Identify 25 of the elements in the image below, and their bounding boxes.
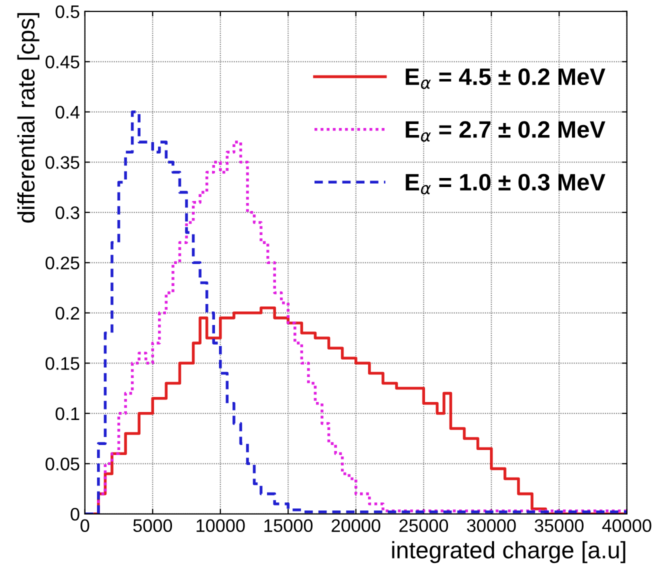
- x-tick-label: 15000: [264, 519, 313, 532]
- x-tick-label: 0: [80, 519, 90, 532]
- y-tick-label: 0.05: [46, 458, 80, 470]
- x-tick-label: 25000: [399, 519, 448, 532]
- y-tick-label: 0: [70, 508, 80, 521]
- y-tick-label: 0.1: [56, 407, 80, 420]
- legend-label: E$_{α}$ = 4.5 ± 0.2 MeV: [406, 68, 606, 89]
- y-tick-label: 0.35: [46, 156, 80, 169]
- x-tick-label: 20000: [332, 519, 380, 532]
- y-tick-label: 0.3: [56, 206, 80, 220]
- x-axis-title: integrated charge [a.u]: [392, 541, 626, 564]
- legend-label: E$_{α}$ = 1.0 ± 0.3 MeV: [406, 174, 606, 194]
- y-tick-label: 0.15: [46, 357, 80, 370]
- y-axis-title: differential rate [cps]: [17, 13, 40, 223]
- y-tick-label: 0.4: [56, 106, 80, 119]
- y-tick-label: 0.2: [56, 306, 80, 320]
- x-tick-label: 5000: [133, 519, 172, 532]
- x-tick-label: 10000: [196, 519, 245, 532]
- legend-label: E$_{α}$ = 2.7 ± 0.2 MeV: [406, 121, 606, 142]
- y-tick-label: 0.45: [46, 56, 80, 68]
- x-tick-label: 40000: [602, 519, 652, 532]
- x-tick-label: 30000: [466, 519, 516, 532]
- y-tick-label: 0.5: [56, 5, 80, 18]
- y-tick-label: 0.25: [46, 256, 80, 270]
- x-tick-label: 35000: [534, 519, 584, 532]
